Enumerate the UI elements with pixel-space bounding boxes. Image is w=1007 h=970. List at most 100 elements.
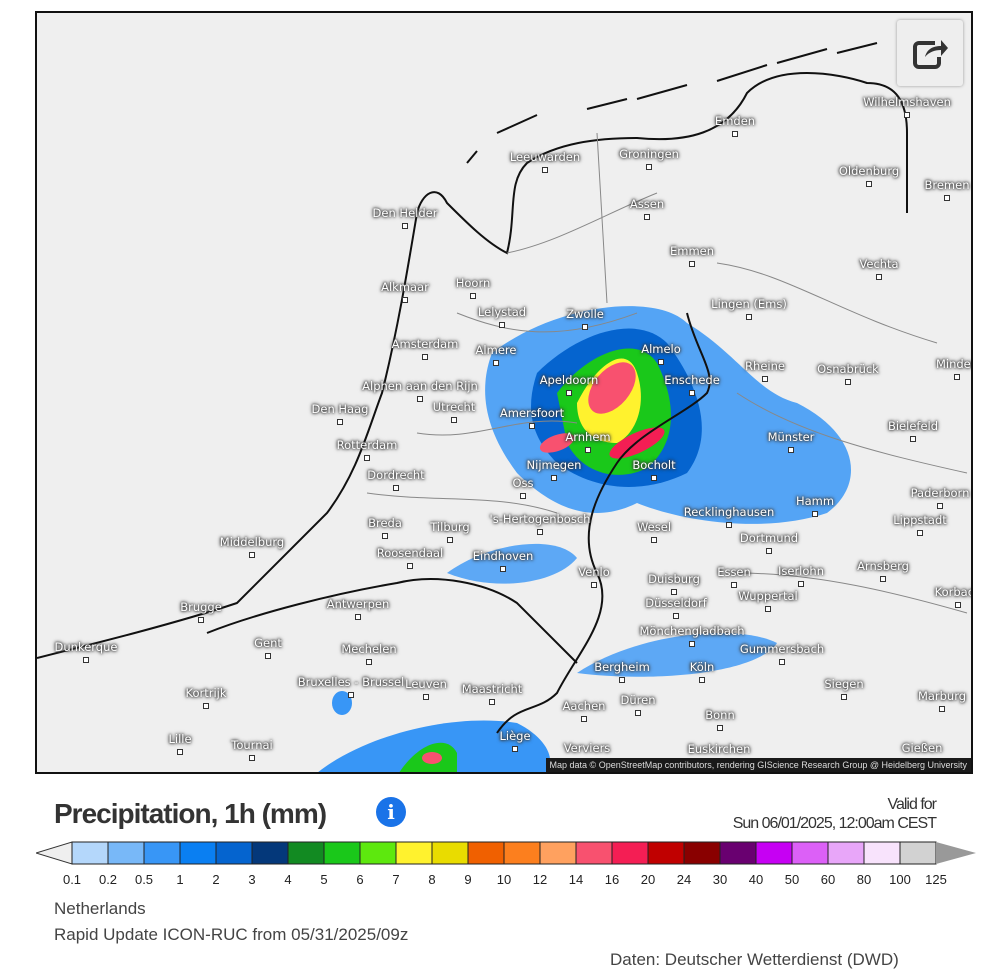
city-label: Dordrecht — [367, 468, 425, 482]
share-icon — [913, 40, 948, 69]
city-marker — [876, 274, 882, 280]
city-label: Almere — [475, 343, 517, 357]
scale-swatch — [71, 841, 109, 865]
city-marker — [366, 659, 372, 665]
city-marker — [762, 376, 768, 382]
scale-swatch — [575, 841, 613, 865]
scale-tick-label: 14 — [568, 872, 584, 887]
city-marker — [423, 694, 429, 700]
scale-tick-label: 30 — [712, 872, 728, 887]
city-marker — [880, 576, 886, 582]
city-label: Mechelen — [341, 642, 397, 656]
scale-swatch — [719, 841, 757, 865]
city-marker — [198, 617, 204, 623]
scale-swatch — [431, 841, 469, 865]
city-label: Rotterdam — [336, 438, 398, 452]
scale-tick-label: 2 — [212, 872, 220, 887]
city-label: 's-Hertogenbosch — [489, 512, 591, 526]
scale-swatch — [899, 841, 937, 865]
city-label: Lippstadt — [893, 513, 947, 527]
city-marker — [939, 706, 945, 712]
city-label: Groningen — [619, 147, 679, 161]
city-label: Tournai — [231, 738, 273, 752]
precipitation-map[interactable]: Leeuwarden Groningen Emden Wilhelmshaven Bre… — [35, 11, 973, 774]
valid-label: Valid for — [887, 796, 937, 813]
share-button[interactable] — [897, 20, 963, 86]
city-label: Tilburg — [430, 520, 470, 534]
scale-swatch — [503, 841, 541, 865]
scale-tick-label: 16 — [604, 872, 620, 887]
city-label: Nijmegen — [526, 458, 582, 472]
city-label: Aachen — [562, 699, 606, 713]
city-marker — [644, 214, 650, 220]
precipitation-overlay — [318, 306, 851, 772]
city-label: Hoorn — [455, 276, 491, 290]
city-marker — [673, 613, 679, 619]
scale-tick-label: 9 — [464, 872, 472, 887]
city-marker — [917, 530, 923, 536]
city-marker — [348, 692, 354, 698]
scale-swatch — [323, 841, 361, 865]
city-marker — [635, 710, 641, 716]
city-label: Dunkerque — [54, 640, 118, 654]
city-marker — [766, 548, 772, 554]
scale-swatch — [359, 841, 397, 865]
city-label: Utrecht — [432, 400, 476, 414]
scale-swatch — [755, 841, 793, 865]
city-label: Antwerpen — [326, 597, 390, 611]
city-label: Bruxelles - Brussel — [297, 675, 405, 689]
city-label: Paderborn — [910, 486, 970, 500]
city-label: Duisburg — [648, 572, 700, 586]
region-label: Netherlands — [54, 899, 146, 918]
city-marker — [402, 223, 408, 229]
city-marker — [651, 537, 657, 543]
scale-tick-label: 0.2 — [98, 872, 118, 887]
city-label: Lille — [168, 732, 192, 746]
city-marker — [177, 749, 183, 755]
city-label: Köln — [689, 660, 715, 674]
city-label: Emmen — [669, 244, 715, 258]
city-marker — [585, 447, 591, 453]
legend-title: Precipitation, 1h (mm) — [54, 798, 327, 829]
city-marker — [798, 581, 804, 587]
city-label: Assen — [629, 197, 665, 211]
city-marker — [581, 716, 587, 722]
city-marker — [765, 606, 771, 612]
city-marker — [732, 131, 738, 137]
city-marker — [582, 324, 588, 330]
city-label: Vechta — [859, 257, 899, 271]
city-marker — [699, 677, 705, 683]
city-label: Bonn — [705, 708, 735, 722]
scale-swatch — [467, 841, 505, 865]
city-label: Osnabrück — [817, 362, 879, 376]
city-marker — [382, 533, 388, 539]
city-label: Leuven — [405, 677, 447, 691]
city-label: Verviers — [563, 741, 611, 755]
city-label: Eindhoven — [472, 549, 534, 563]
city-label: Euskirchen — [687, 742, 751, 756]
color-scale — [36, 841, 976, 865]
city-label: Liège — [499, 729, 531, 743]
city-label: Bocholt — [632, 458, 676, 472]
scale-tick-label: 125 — [925, 872, 947, 887]
scale-tick-label: 40 — [748, 872, 764, 887]
valid-datetime: Sun 06/01/2025, 12:00am CEST — [732, 815, 937, 832]
scale-swatch — [611, 841, 649, 865]
info-icon[interactable]: i — [376, 797, 406, 827]
scale-tick-label: 3 — [248, 872, 256, 887]
city-marker — [402, 297, 408, 303]
city-marker — [520, 493, 526, 499]
city-marker — [788, 447, 794, 453]
city-marker — [249, 552, 255, 558]
city-marker — [651, 475, 657, 481]
city-marker — [910, 436, 916, 442]
city-marker — [364, 455, 370, 461]
city-label: Bergheim — [594, 660, 650, 674]
city-label: Kortrijk — [185, 686, 227, 700]
city-marker — [954, 374, 960, 380]
scale-swatch — [539, 841, 577, 865]
city-label: Gent — [254, 636, 282, 650]
city-label: Arnhem — [565, 430, 611, 444]
city-marker — [499, 322, 505, 328]
city-marker — [726, 522, 732, 528]
